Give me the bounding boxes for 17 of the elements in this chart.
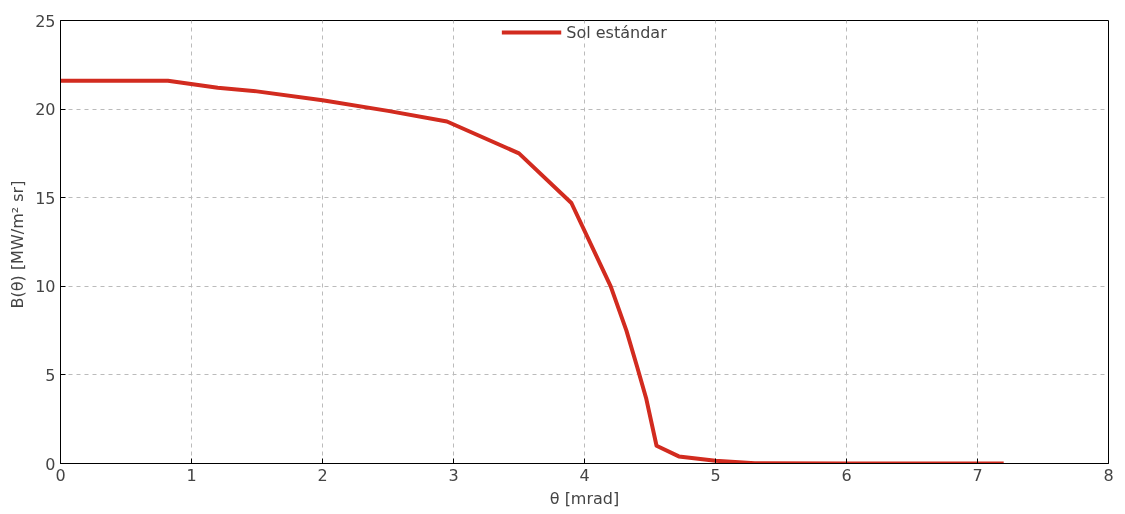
y-axis-title: B(θ) [MW/m² sr] — [8, 180, 28, 309]
x-tick-label: 1 — [186, 465, 197, 485]
x-axis-title: θ [mrad] — [549, 488, 620, 508]
line-series — [60, 78, 1006, 464]
x-tick-label: 5 — [710, 465, 721, 485]
y-tick-label: 25 — [35, 11, 56, 31]
legend-label: Sol estándar — [566, 22, 667, 42]
x-tick-label: 7 — [972, 465, 983, 485]
y-tick-label: 20 — [35, 100, 56, 120]
x-tick-label: 6 — [841, 465, 852, 485]
x-tick-label: 8 — [1103, 465, 1114, 485]
y-tick-label: 10 — [35, 277, 56, 297]
x-tick-label: 4 — [579, 465, 590, 485]
x-tick-label: 3 — [448, 465, 459, 485]
y-tick-label: 15 — [35, 188, 56, 208]
y-tick-label: 5 — [45, 365, 56, 385]
x-tick-label: 2 — [317, 465, 328, 485]
